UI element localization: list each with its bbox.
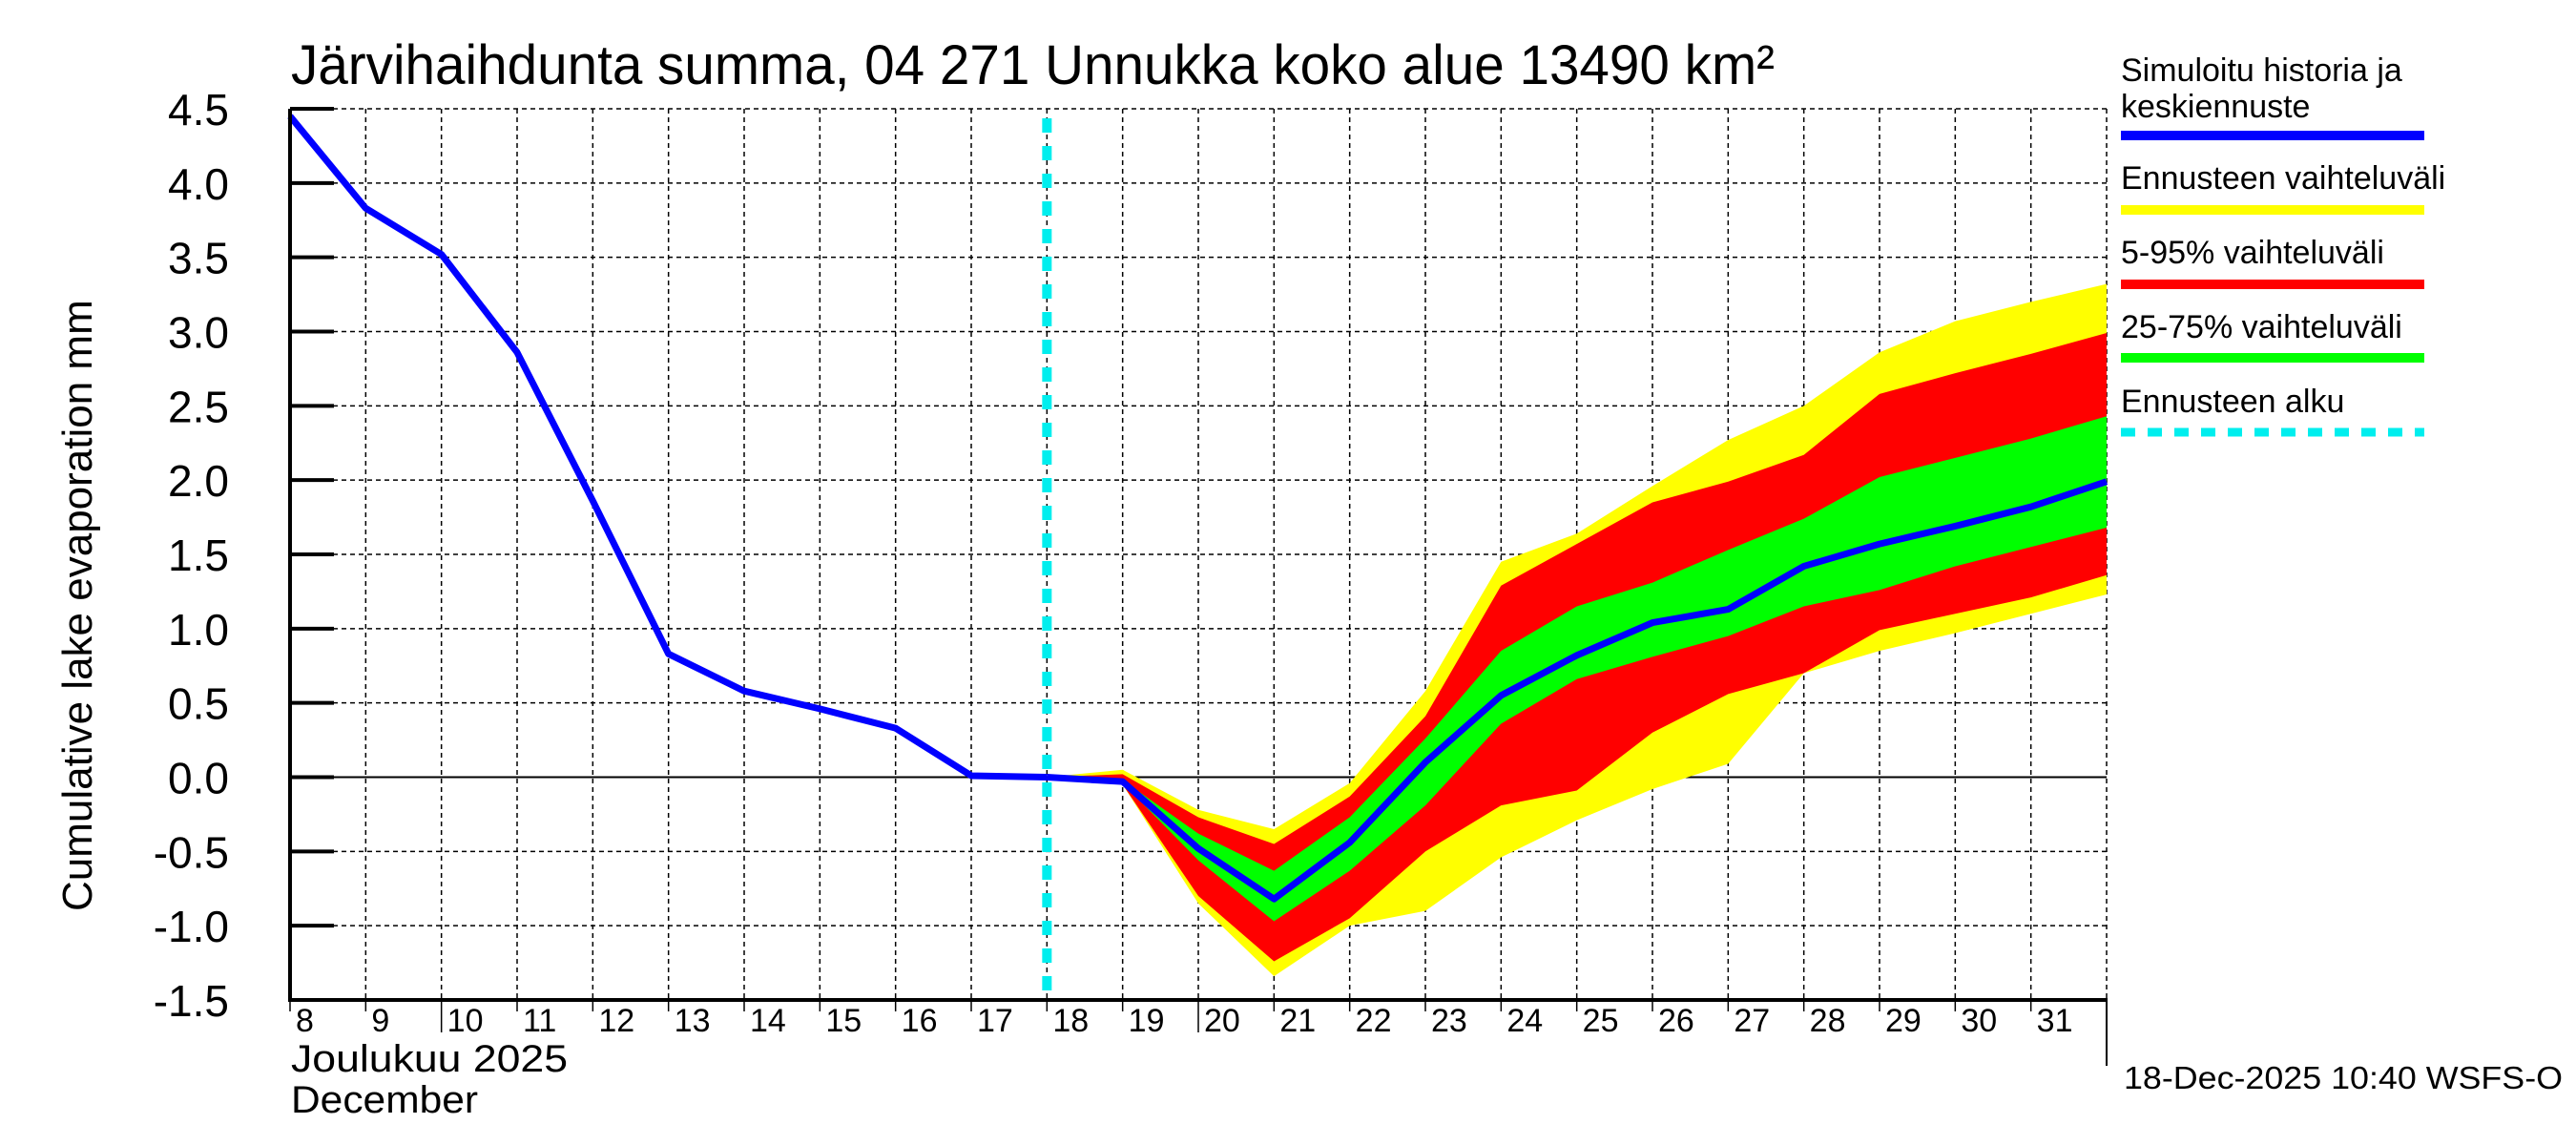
band-25-75-vaihteluv-li: [1047, 416, 2107, 922]
x-tick-label: 15: [825, 1003, 862, 1039]
legend-label: Ennusteen alku: [2121, 384, 2344, 420]
legend-label: Ennusteen vaihteluväli: [2121, 160, 2445, 197]
y-tick-label: 3.0: [168, 308, 229, 358]
x-axis-label-month: Joulukuu 2025: [291, 1038, 568, 1080]
x-tick-label: 10: [447, 1003, 484, 1039]
y-tick-label: -0.5: [154, 827, 229, 877]
x-tick-label: 27: [1734, 1003, 1770, 1039]
forecast-bands: [1047, 283, 2107, 977]
history-line: [287, 114, 1048, 781]
x-tick-label: 23: [1431, 1003, 1467, 1039]
x-tick-label: 26: [1658, 1003, 1694, 1039]
x-tick-label: 14: [750, 1003, 786, 1039]
y-tick-label: 0.0: [168, 754, 229, 803]
y-tick-label: 3.5: [168, 234, 229, 283]
x-tick-label: 17: [977, 1003, 1013, 1039]
median-forecast-line: [1047, 478, 2109, 903]
timestamp-footer: 18-Dec-2025 10:40 WSFS-O: [2124, 1060, 2563, 1095]
legend-label: 25-75% vaihteluväli: [2121, 309, 2402, 345]
y-tick-label: 0.5: [168, 679, 229, 729]
x-tick-label: 29: [1885, 1003, 1922, 1039]
x-tick-label: 11: [523, 1003, 556, 1039]
x-tick-label: 30: [1961, 1003, 1997, 1039]
x-tick-label: 8: [296, 1003, 314, 1039]
x-tick-label: 16: [902, 1003, 938, 1039]
x-tick-label: 25: [1583, 1003, 1619, 1039]
y-tick-label: 4.0: [168, 159, 229, 209]
y-tick-label: 1.5: [168, 531, 229, 580]
x-tick-label: 20: [1204, 1003, 1240, 1039]
y-tick-label: -1.0: [154, 902, 229, 951]
y-axis-label: Cumulative lake evaporation mm: [54, 300, 101, 911]
x-tick-label: 13: [675, 1003, 711, 1039]
x-tick-label: 18: [1052, 1003, 1089, 1039]
y-tick-labels: 4.5 4.0 3.5 3.0 2.5 2.0 1.5 1.0 0.5 0.0 -0.5 -1.0 -1…: [154, 85, 229, 1026]
x-tick-label: 21: [1279, 1003, 1316, 1039]
x-tick-label: 28: [1810, 1003, 1846, 1039]
x-tick-label: 24: [1506, 1003, 1543, 1039]
legend-label: 5-95% vaihteluväli: [2121, 235, 2384, 271]
chart-title: Järvihaihdunta summa, 04 271 Unnukka kok…: [291, 34, 1775, 96]
y-tick-label: 1.0: [168, 605, 229, 655]
y-tick-label: 2.0: [168, 456, 229, 506]
x-tick-label: 19: [1129, 1003, 1165, 1039]
y-tick-label: 2.5: [168, 382, 229, 431]
axes: [288, 107, 2108, 1066]
y-tick-label: -1.5: [154, 976, 229, 1026]
legend-label: Simuloitu historia ja: [2121, 52, 2402, 89]
x-tick-label: 9: [371, 1003, 389, 1039]
x-tick-label: 12: [598, 1003, 634, 1039]
x-tick-label: 31: [2037, 1003, 2073, 1039]
series-lines: [287, 114, 2109, 1000]
x-tick-labels: 8 9 10 11 12 13 14 15 16 17 18 19 20 21 22 23 24 25 26 27 28…: [296, 1003, 2072, 1039]
y-tick-label: 4.5: [168, 85, 229, 135]
legend-label-line2: keskiennuste: [2121, 89, 2310, 125]
x-axis-label-month-en: December: [291, 1079, 478, 1121]
x-tick-label: 22: [1356, 1003, 1392, 1039]
